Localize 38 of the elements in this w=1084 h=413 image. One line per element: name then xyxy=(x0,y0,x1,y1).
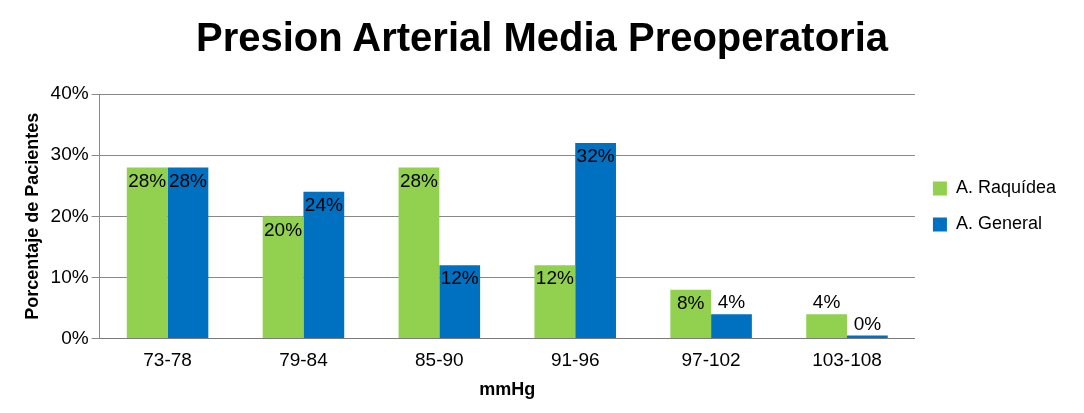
x-axis-title: mmHg xyxy=(479,379,536,400)
data-label: 12% xyxy=(440,267,479,289)
x-tick-label: 79-84 xyxy=(279,349,329,371)
bar xyxy=(398,167,440,339)
y-tick-label: 0% xyxy=(61,326,89,348)
data-label: 20% xyxy=(264,218,303,240)
y-axis-title: Porcentaje de Pacientes xyxy=(21,112,42,320)
data-label: 8% xyxy=(676,291,705,313)
bar xyxy=(303,191,345,339)
data-label: 28% xyxy=(168,169,208,191)
x-tick-label: 91-96 xyxy=(550,349,600,371)
data-label: 4% xyxy=(812,291,841,313)
y-tick-label: 30% xyxy=(50,143,89,165)
x-tick-label: 97-102 xyxy=(681,349,741,371)
data-label: 32% xyxy=(576,145,615,167)
chart-title: Presion Arterial Media Preoperatoria xyxy=(195,15,889,60)
y-tick-label: 40% xyxy=(50,82,89,104)
data-label: 0% xyxy=(853,312,882,334)
bar xyxy=(439,265,481,339)
x-tick-label: 73-78 xyxy=(143,349,192,371)
data-label: 12% xyxy=(535,267,574,289)
bar xyxy=(534,265,576,339)
bar xyxy=(575,142,616,339)
data-label: 28% xyxy=(399,169,439,191)
x-tick-label: 103-108 xyxy=(812,349,882,371)
bar xyxy=(262,216,304,339)
bar xyxy=(711,314,752,339)
x-tick-label: 85-90 xyxy=(415,349,464,371)
legend-label: A. Raquídea xyxy=(955,177,1057,198)
data-label: 28% xyxy=(128,169,167,191)
y-tick-label: 10% xyxy=(50,265,89,287)
data-label: 24% xyxy=(304,194,343,216)
bar xyxy=(126,167,168,339)
bar xyxy=(806,314,847,339)
bar xyxy=(167,167,209,339)
legend-label: A. General xyxy=(955,213,1042,234)
data-label: 4% xyxy=(717,291,746,313)
y-tick-label: 20% xyxy=(50,204,89,226)
